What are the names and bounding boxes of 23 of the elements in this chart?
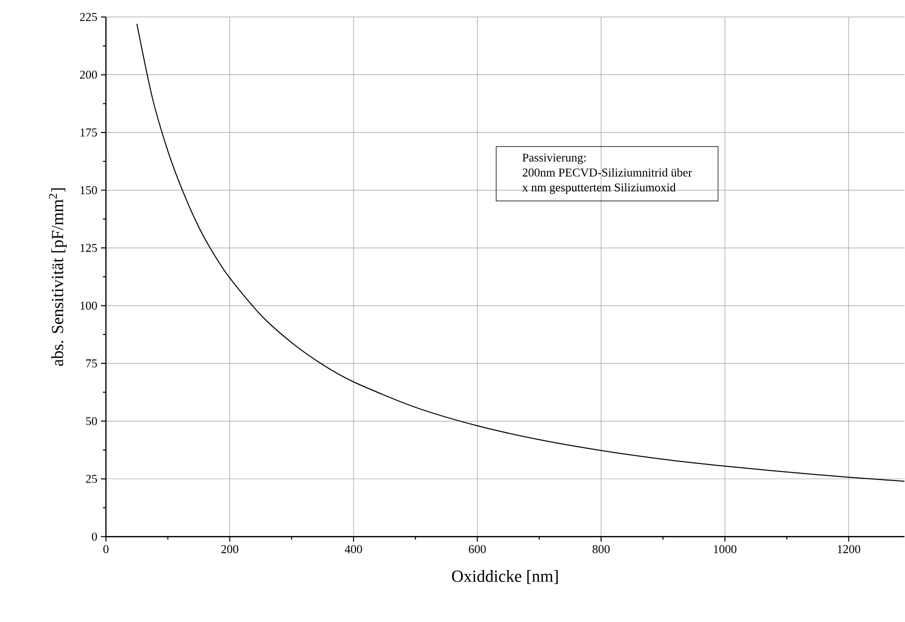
x-tick-label: 200: [221, 545, 238, 554]
annotation: Passivierung:: [522, 154, 586, 164]
y-tick-label: 50: [86, 417, 97, 426]
y-tick-label: 150: [80, 186, 97, 194]
y-axis-title: abs. Sensitivität [pF/mm$^{2}$]: [48, 188, 67, 366]
annotation: x nm gesputtertem Siliziumoxid: [522, 183, 676, 194]
x-tick-label: 600: [468, 545, 486, 554]
y-tick-label: 225: [80, 13, 97, 22]
x-axis-title: Oxiddicke [nm]: [452, 570, 558, 584]
y-tick-label: 200: [80, 70, 97, 79]
annotation: 200nm PECVD-Siliziumnitrid über: [522, 168, 692, 177]
y-tick-label: 125: [80, 244, 97, 252]
x-tick-label: 0: [103, 545, 108, 554]
y-tick-label: 175: [80, 128, 97, 137]
y-tick-label: 100: [80, 302, 97, 310]
x-tick-label: 800: [592, 545, 610, 554]
line-series: [136, 24, 905, 482]
x-tick-label: 1200: [838, 545, 860, 554]
y-tick-label: 75: [86, 360, 97, 368]
x-tick-label: 400: [344, 545, 362, 554]
y-tick-label: 0: [92, 532, 97, 541]
y-tick-label: 25: [86, 475, 97, 484]
x-tick-label: 1000: [714, 545, 736, 554]
